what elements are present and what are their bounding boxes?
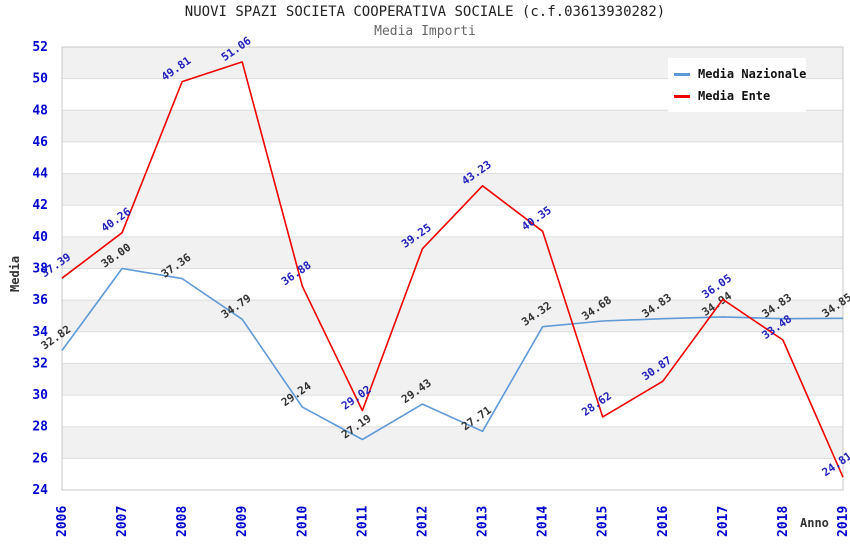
grid-band	[62, 236, 843, 269]
y-tick-label: 42	[32, 198, 48, 213]
y-tick-label: 28	[32, 420, 48, 435]
y-tick-label: 38	[32, 262, 48, 277]
x-tick-label: 2011	[355, 506, 370, 537]
y-tick-label: 44	[32, 167, 48, 182]
legend-label: Media Ente	[698, 89, 771, 103]
series-line-media-ente	[61, 61, 844, 478]
legend-label: Media Nazionale	[698, 67, 807, 81]
data-point-label: 40.26	[99, 205, 134, 235]
x-tick-label: 2014	[536, 506, 551, 537]
x-tick-label: 2018	[776, 506, 791, 537]
x-tick-label: 2008	[175, 506, 190, 537]
legend: Media Nazionale Media Ente	[668, 58, 806, 112]
y-tick-label: 52	[32, 40, 48, 55]
x-tick-label: 2007	[115, 506, 130, 537]
legend-item-media-nazionale[interactable]: Media Nazionale	[674, 63, 806, 85]
plot-border	[61, 46, 844, 491]
x-axis-tick-labels: 2006 2007 2008 2009 2010 2011 2012 2013 2014 2015…	[55, 506, 850, 537]
y-tick-label: 46	[32, 135, 48, 150]
chart-subtitle: Media Importi	[374, 24, 476, 39]
grid-band	[62, 426, 843, 459]
y-tick-label: 36	[32, 293, 48, 308]
legend-item-media-ente[interactable]: Media Ente	[674, 85, 800, 107]
grid-band	[62, 173, 843, 206]
x-tick-label: 2017	[716, 506, 731, 537]
media-nazionale-line-swatch-icon	[674, 72, 690, 76]
y-tick-label: 26	[32, 451, 48, 466]
data-point-label: 40.35	[519, 204, 554, 234]
grid-band	[62, 110, 843, 142]
y-tick-label: 34	[32, 325, 48, 340]
y-tick-label: 24	[32, 483, 48, 498]
x-tick-label: 2013	[476, 506, 491, 537]
y-tick-label: 40	[32, 230, 48, 245]
x-tick-label: 2015	[596, 506, 611, 537]
chart-title: NUOVI SPAZI SOCIETA COOPERATIVA SOCIALE …	[184, 4, 666, 20]
media-ente-line-swatch-icon	[674, 94, 690, 98]
y-axis-tick-labels: 24 26 28 30 32 34 36 38 40 42 44 46 48 50 52	[32, 40, 48, 498]
x-tick-label: 2006	[55, 506, 70, 537]
grid-band	[62, 363, 843, 396]
x-tick-label: 2009	[235, 506, 250, 537]
y-tick-label: 30	[32, 388, 48, 403]
x-tick-label: 2019	[836, 506, 850, 537]
grid-band	[62, 300, 843, 332]
series-line-media-nazionale	[61, 267, 844, 441]
y-tick-label: 50	[32, 72, 48, 87]
grid-bands	[62, 47, 843, 459]
x-tick-label: 2016	[656, 506, 671, 537]
x-axis-title: Anno	[800, 516, 829, 530]
y-tick-label: 32	[32, 356, 48, 371]
x-tick-label: 2012	[415, 506, 430, 537]
x-tick-label: 2010	[295, 506, 310, 537]
y-axis-title: Media	[8, 255, 22, 292]
y-tick-label: 48	[32, 103, 48, 118]
